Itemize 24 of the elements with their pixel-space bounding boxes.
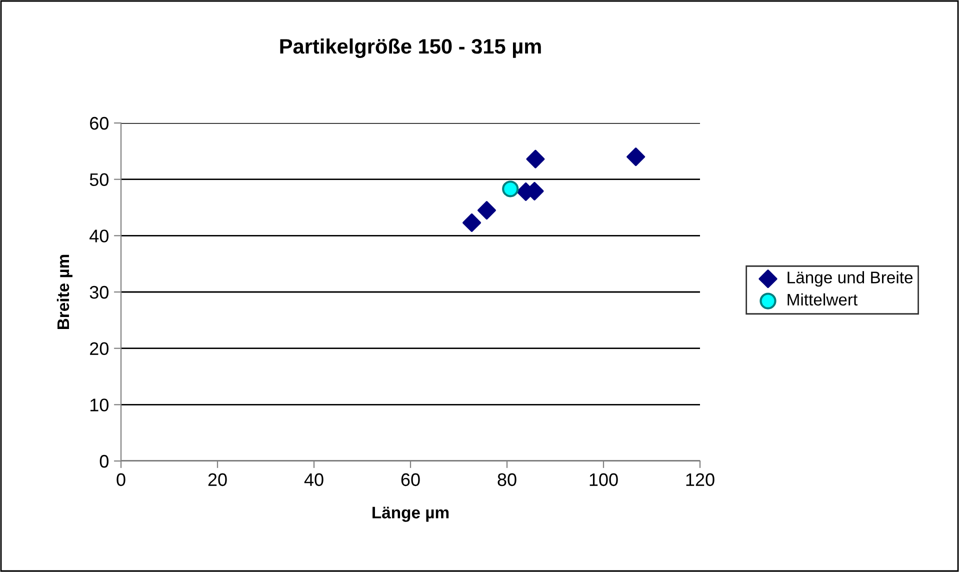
y-axis-title: Breite µm — [56, 254, 72, 330]
legend-label: Mittelwert — [788, 293, 858, 306]
x-tick-label: 60 — [401, 473, 420, 486]
x-tick-label: 0 — [116, 473, 126, 486]
y-tick-label: 50 — [90, 173, 108, 186]
y-tick-label: 20 — [90, 342, 108, 356]
x-tick-label: 20 — [208, 473, 227, 486]
point — [626, 148, 646, 166]
point — [462, 213, 482, 232]
y-tick-label: 60 — [90, 116, 108, 130]
chart-title: Partikelgröße 150 - 315 µm — [280, 38, 541, 58]
y-tick-label: 40 — [90, 230, 108, 242]
x-axis-title: Länge µm — [372, 506, 449, 522]
y-tick-label: 0 — [100, 454, 108, 468]
point — [526, 150, 545, 168]
y-tick-label: 30 — [90, 286, 108, 299]
x-tick-label: 120 — [686, 473, 714, 486]
legend-label: Länge und Breite — [788, 271, 913, 287]
x-tick-label: 80 — [498, 473, 516, 486]
x-tick-label: 100 — [590, 473, 618, 486]
point — [477, 201, 496, 220]
point — [502, 180, 519, 198]
x-tick-label: 40 — [304, 473, 324, 486]
y-tick-label: 10 — [90, 398, 108, 412]
